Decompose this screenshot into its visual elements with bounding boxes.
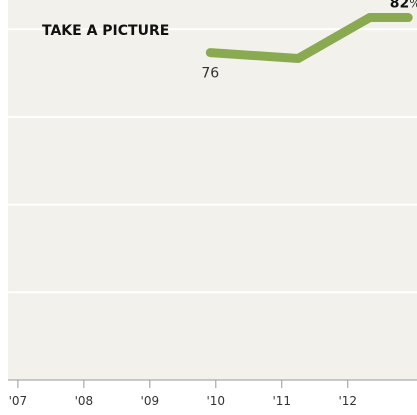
data-label-start: 76 [201,66,219,82]
data-labels: 76 82% [201,0,417,82]
plot-background [8,0,417,380]
x-tick-label: '10 [207,394,226,408]
data-label-end-value: 82 [390,0,409,12]
chart-title: TAKE A PICTURE [42,23,169,39]
x-tick-label: '08 [75,394,94,408]
data-label-end-unit: % [409,0,417,11]
x-axis-tick-labels: '07 '08 '09 '10 '11 '12 [9,380,357,408]
x-tick-label: '12 [338,394,357,408]
x-tick-label: '07 [9,394,28,408]
series-layer [205,13,413,63]
data-label-end: 82% [390,0,417,12]
x-tick-label: '09 [141,394,160,408]
series-line [205,13,413,63]
x-tick-label: '11 [272,394,291,408]
